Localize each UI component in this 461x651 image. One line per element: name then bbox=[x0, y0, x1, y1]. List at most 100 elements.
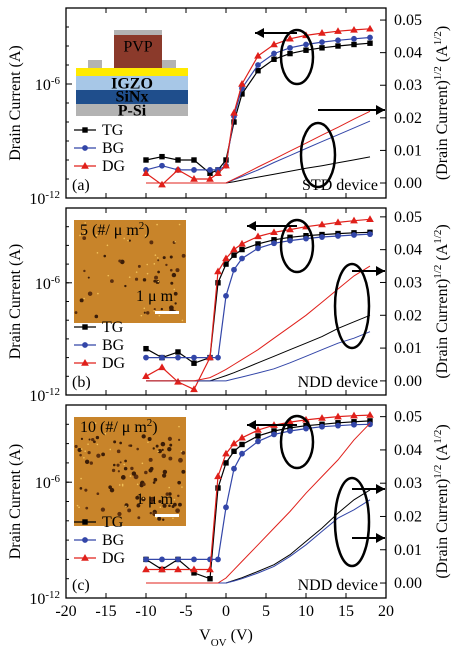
afm-grain bbox=[106, 244, 109, 247]
legend-label: TG bbox=[102, 319, 124, 336]
afm-particle bbox=[160, 441, 166, 447]
marker bbox=[190, 565, 198, 573]
marker bbox=[222, 161, 230, 169]
y-tick-base: 10 bbox=[29, 191, 45, 208]
afm-particle bbox=[136, 503, 141, 508]
y2-axis-title-part: (Drain Current) bbox=[434, 279, 451, 379]
afm-particle bbox=[141, 434, 146, 439]
afm-particle bbox=[83, 269, 86, 273]
legend-label: DG bbox=[102, 355, 126, 372]
marker bbox=[239, 255, 245, 262]
y-tick-base: 10 bbox=[35, 276, 51, 293]
y2-axis-title-part: 1/2 bbox=[432, 465, 444, 479]
marker bbox=[238, 79, 246, 87]
y-axis-title: Drain Current (A) bbox=[7, 45, 24, 161]
afm-particle bbox=[157, 270, 160, 274]
afm-grain bbox=[83, 297, 85, 300]
marker bbox=[207, 576, 213, 582]
marker bbox=[215, 556, 221, 563]
afm-grain bbox=[159, 506, 162, 509]
afm-grain bbox=[121, 483, 124, 486]
marker bbox=[271, 240, 277, 247]
afm-particle bbox=[79, 453, 82, 457]
marker bbox=[230, 108, 238, 116]
y2-axis-title: (Drain Current)1/2 (A1/2) bbox=[432, 424, 451, 578]
marker bbox=[367, 421, 373, 428]
afm-particle bbox=[91, 437, 95, 442]
afm-particle bbox=[123, 466, 128, 471]
x-tick-label: -15 bbox=[95, 603, 116, 620]
marker bbox=[223, 504, 229, 511]
marker bbox=[215, 280, 221, 286]
marker bbox=[191, 354, 197, 361]
marker bbox=[175, 354, 181, 361]
marker bbox=[255, 245, 261, 252]
afm-particle bbox=[87, 291, 93, 296]
afm-particle bbox=[165, 263, 168, 267]
afm-grain bbox=[94, 422, 97, 424]
marker bbox=[82, 127, 88, 133]
afm-particle bbox=[169, 443, 173, 447]
marker bbox=[82, 324, 88, 330]
afm-grain bbox=[172, 517, 174, 520]
marker bbox=[174, 165, 182, 173]
afm-grain bbox=[153, 310, 155, 312]
y-tick-base: 10 bbox=[35, 475, 51, 492]
afm-particle bbox=[133, 474, 139, 480]
marker bbox=[81, 553, 89, 561]
afm-particle bbox=[119, 461, 122, 464]
marker bbox=[230, 439, 238, 447]
afm-grain bbox=[125, 505, 127, 508]
layer-label: PVP bbox=[123, 39, 152, 56]
afm-particle bbox=[168, 492, 172, 496]
marker bbox=[174, 565, 182, 573]
afm-grain bbox=[156, 223, 158, 226]
afm-particle bbox=[169, 268, 173, 272]
legend-label: TG bbox=[102, 122, 124, 139]
marker bbox=[190, 385, 198, 393]
marker bbox=[254, 51, 262, 59]
marker bbox=[287, 237, 293, 244]
afm-grain bbox=[84, 222, 86, 224]
marker bbox=[207, 167, 213, 173]
y2-axis-title-part: (A bbox=[434, 243, 451, 264]
afm-grain bbox=[158, 314, 161, 317]
marker bbox=[215, 485, 221, 491]
afm-particle bbox=[157, 259, 160, 262]
marker bbox=[82, 342, 88, 348]
sqrt-line bbox=[146, 422, 371, 584]
afm-image bbox=[74, 417, 186, 526]
afm-particle bbox=[168, 504, 171, 508]
afm-particle bbox=[120, 475, 126, 480]
afm-grain bbox=[155, 516, 158, 519]
layer-label: IGZO bbox=[111, 76, 153, 93]
x-tick-label: 20 bbox=[378, 603, 394, 620]
marker bbox=[143, 157, 149, 163]
afm-particle bbox=[130, 466, 134, 471]
marker bbox=[287, 428, 293, 434]
y2-axis-title-part: 1/2 bbox=[432, 430, 444, 444]
marker bbox=[255, 438, 261, 445]
afm-grain bbox=[140, 314, 143, 317]
afm-particle bbox=[89, 461, 93, 465]
gate-electrode bbox=[88, 60, 102, 68]
marker bbox=[319, 234, 325, 240]
marker bbox=[366, 24, 374, 32]
afm-particle bbox=[175, 508, 180, 514]
substrate bbox=[76, 104, 188, 116]
marker bbox=[238, 239, 246, 247]
afm-particle bbox=[181, 450, 186, 455]
afm-particle bbox=[167, 446, 172, 452]
x-tick-label: 10 bbox=[298, 603, 314, 620]
afm-particle bbox=[79, 487, 83, 490]
y2-tick-label: 0.01 bbox=[394, 340, 422, 357]
afm-grain bbox=[144, 234, 147, 237]
afm-particle bbox=[157, 516, 162, 521]
afm-grain bbox=[104, 433, 107, 435]
marker bbox=[82, 537, 88, 543]
legend-label: DG bbox=[102, 158, 126, 175]
afm-grain bbox=[168, 486, 170, 489]
afm-grain bbox=[128, 276, 131, 278]
inset-label: 5 (#/ μ m2) bbox=[80, 220, 150, 239]
